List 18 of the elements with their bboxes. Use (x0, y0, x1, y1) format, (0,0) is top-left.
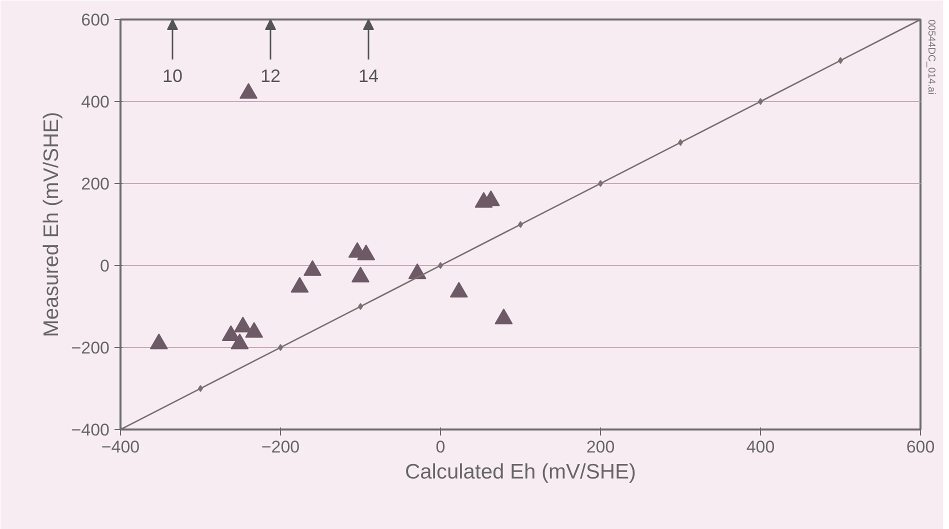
y-tick-label: −400 (71, 420, 110, 440)
annotation: 14 (358, 66, 379, 86)
x-tick-label: −200 (261, 438, 300, 456)
annotation: 12 (260, 66, 281, 86)
x-tick-label: −400 (101, 438, 140, 456)
x-tick-label: 600 (906, 438, 935, 456)
y-tick-label: 400 (81, 92, 110, 112)
text: 00544DC_014.ai (926, 20, 936, 95)
y-tick-label: 0 (100, 256, 110, 276)
y-tick-label: 600 (81, 10, 110, 30)
annotation: 10 (162, 66, 183, 86)
x-tick-label: 0 (436, 438, 446, 456)
y-tick-label: −200 (71, 338, 110, 358)
x-axis-title: Calculated Eh (mV/SHE) (404, 460, 636, 484)
x-tick-label: 200 (586, 438, 615, 456)
y-axis-title: Measured Eh (mV/SHE) (40, 112, 64, 338)
y-tick-label: 200 (81, 174, 110, 194)
x-tick-label: 400 (746, 438, 775, 456)
